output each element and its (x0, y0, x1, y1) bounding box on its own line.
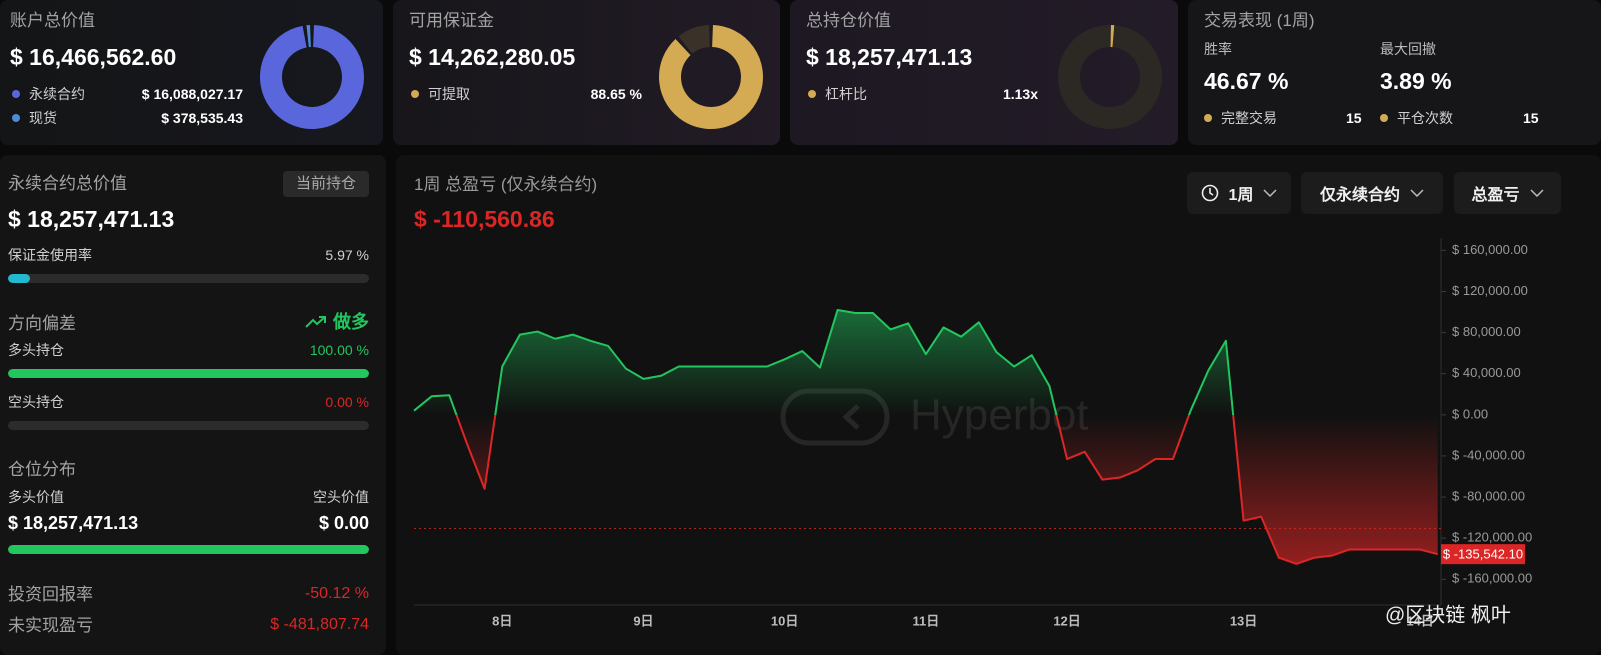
card: 交易表现 (1周) 胜率 46.67 % 最大回撤 3.89 % 完整交易 15… (1188, 0, 1601, 145)
count-label: 平仓次数 (1397, 110, 1453, 126)
legend-value: 88.65 % (590, 86, 642, 102)
metric-label: 空头价值 (313, 489, 369, 505)
card-title: 账户总价值 (10, 11, 95, 30)
pnl-value: $ -110,560.86 (414, 206, 555, 232)
chevron (1410, 189, 1424, 197)
button-label: 总盈亏 (1471, 187, 1520, 204)
scope-select[interactable]: 仅永续合约 (1301, 172, 1443, 214)
card: 可用保证金 $ 14,262,280.05 可提取 88.65 % (393, 0, 780, 145)
bias: 做多 (333, 312, 369, 332)
legend-label: 永续合约 (29, 86, 85, 102)
chart-title: 1周 总盈亏 (仅永续合约) (414, 175, 598, 194)
stat-value: 3.89 % (1380, 68, 1452, 94)
badge[interactable]: 当前持仓 (283, 171, 369, 197)
chevron (1263, 189, 1277, 197)
card-value: $ 16,466,562.60 (10, 44, 177, 70)
card-value: $ 18,257,471.13 (806, 44, 973, 70)
count-value: 15 (1523, 110, 1539, 126)
panel-value: $ 18,257,471.13 (8, 206, 175, 232)
card: 账户总价值 $ 16,466,562.60 永续合约 $ 16,088,027.… (0, 0, 383, 145)
panel-title: 永续合约总价值 (8, 174, 127, 193)
button-label: 仅永续合约 (1319, 187, 1400, 204)
trend-icon (305, 316, 326, 328)
card: 总持仓价值 $ 18,257,471.13 杠杆比 1.13x (790, 0, 1178, 145)
section-title: 方向偏差 (8, 314, 76, 333)
count-value: 15 (1346, 110, 1362, 126)
card-title: 交易表现 (1周) (1204, 11, 1315, 30)
legend-label: 可提取 (428, 86, 470, 102)
card-title: 可用保证金 (409, 11, 494, 30)
stat-label: 最大回撤 (1380, 41, 1436, 57)
position-panel: 永续合约总价值 当前持仓 $ 18,257,471.13 保证金使用率 5.97… (0, 155, 386, 655)
metric-label: 空头持仓 (8, 394, 64, 410)
legend-value: 1.13x (1002, 86, 1038, 102)
metric-value: -50.12 % (304, 585, 369, 602)
metric-label: 多头持仓 (8, 342, 64, 358)
metric-value: $ 0.00 (318, 513, 369, 533)
chart-panel: 1周 总盈亏 (仅永续合约) $ -110,560.86 (396, 155, 1601, 655)
stat-label: 胜率 (1204, 41, 1232, 57)
button-label: 1周 (1228, 187, 1254, 204)
metric-label: 投资回报率 (8, 585, 93, 604)
metric-value: 100.00 % (309, 342, 369, 358)
metric-value: 0.00 % (325, 394, 369, 410)
legend-label: 现货 (29, 110, 57, 126)
legend-value: $ 16,088,027.17 (141, 86, 243, 102)
progress-fill (8, 545, 369, 554)
stat-value: 46.67 % (1204, 68, 1289, 94)
metric-label: 保证金使用率 (8, 247, 92, 263)
clock-icon (1201, 184, 1218, 202)
metric-label: 未实现盈亏 (8, 616, 93, 635)
section-title: 仓位分布 (8, 460, 76, 479)
legend-value: $ 378,535.43 (161, 110, 243, 126)
progress-fill (8, 369, 369, 378)
card-title: 总持仓价值 (806, 11, 891, 30)
metric-label: 多头价值 (8, 489, 64, 505)
count-label: 完整交易 (1221, 110, 1277, 126)
progress-fill (8, 274, 30, 283)
period-select[interactable]: 1周 (1187, 172, 1291, 214)
card-value: $ 14,262,280.05 (409, 44, 576, 70)
chevron (1529, 189, 1544, 197)
metric-value: $ -481,807.74 (270, 616, 369, 633)
legend-label: 杠杆比 (825, 86, 867, 102)
metric-value: $ 18,257,471.13 (8, 513, 139, 533)
metric-select[interactable]: 总盈亏 (1454, 172, 1561, 214)
metric-value: 5.97 % (325, 247, 369, 263)
